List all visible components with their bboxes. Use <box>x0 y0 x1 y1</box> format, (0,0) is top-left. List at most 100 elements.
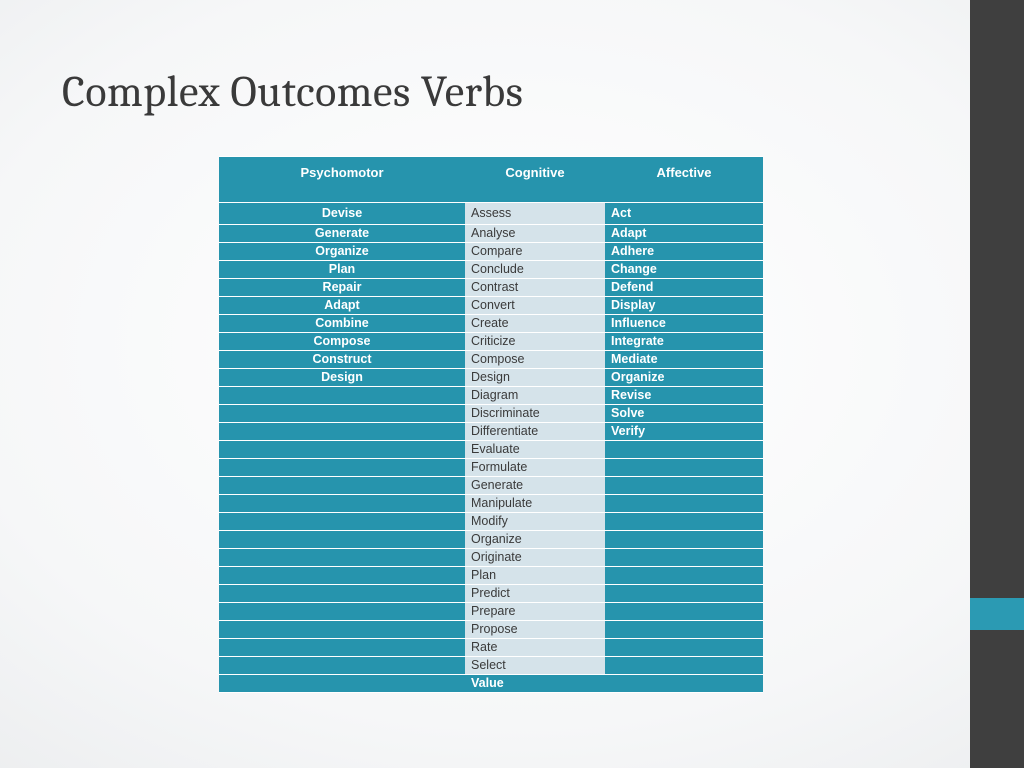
cell-cognitive: Organize <box>465 531 605 548</box>
table-header-row: Psychomotor Cognitive Affective <box>219 157 763 202</box>
cell-psychomotor: Construct <box>219 351 465 368</box>
cell-psychomotor <box>219 639 465 656</box>
cell-cognitive: Discriminate <box>465 405 605 422</box>
cell-cognitive: Differentiate <box>465 423 605 440</box>
cell-cognitive: Analyse <box>465 225 605 242</box>
table-row: DifferentiateVerify <box>219 423 763 440</box>
cell-psychomotor <box>219 531 465 548</box>
table-row: Propose <box>219 621 763 638</box>
cell-psychomotor: Repair <box>219 279 465 296</box>
cell-psychomotor: Design <box>219 369 465 386</box>
cell-cognitive: Compare <box>465 243 605 260</box>
header-cognitive: Cognitive <box>465 157 605 202</box>
cell-psychomotor: Organize <box>219 243 465 260</box>
cell-cognitive: Generate <box>465 477 605 494</box>
cell-affective: Change <box>605 261 763 278</box>
slide-title: Complex Outcomes Verbs <box>62 66 523 117</box>
cell-psychomotor <box>219 441 465 458</box>
cell-cognitive: Contrast <box>465 279 605 296</box>
cell-affective <box>605 513 763 530</box>
cell-affective: Adhere <box>605 243 763 260</box>
cell-psychomotor <box>219 387 465 404</box>
cell-cognitive: Select <box>465 657 605 674</box>
cell-psychomotor <box>219 585 465 602</box>
cell-cognitive: Value <box>465 675 605 692</box>
cell-affective: Defend <box>605 279 763 296</box>
cell-psychomotor <box>219 603 465 620</box>
cell-cognitive: Diagram <box>465 387 605 404</box>
header-psychomotor: Psychomotor <box>219 157 465 202</box>
cell-affective: Influence <box>605 315 763 332</box>
cell-affective <box>605 549 763 566</box>
cell-cognitive: Create <box>465 315 605 332</box>
verbs-table-container: Psychomotor Cognitive Affective DeviseAs… <box>219 156 763 693</box>
table-row: DiscriminateSolve <box>219 405 763 422</box>
cell-affective: Integrate <box>605 333 763 350</box>
table-row: Modify <box>219 513 763 530</box>
cell-cognitive: Originate <box>465 549 605 566</box>
cell-cognitive: Convert <box>465 297 605 314</box>
cell-affective <box>605 621 763 638</box>
cell-affective: Organize <box>605 369 763 386</box>
cell-psychomotor <box>219 657 465 674</box>
table-row: Organize <box>219 531 763 548</box>
table-body: DeviseAssessActGenerateAnalyseAdaptOrgan… <box>219 203 763 692</box>
table-row: DesignDesignOrganize <box>219 369 763 386</box>
table-row: GenerateAnalyseAdapt <box>219 225 763 242</box>
table-row: Generate <box>219 477 763 494</box>
table-row: Select <box>219 657 763 674</box>
table-row: Originate <box>219 549 763 566</box>
cell-affective: Mediate <box>605 351 763 368</box>
cell-psychomotor <box>219 495 465 512</box>
cell-psychomotor <box>219 513 465 530</box>
cell-affective <box>605 675 763 692</box>
cell-affective: Solve <box>605 405 763 422</box>
cell-psychomotor: Combine <box>219 315 465 332</box>
table-row: AdaptConvertDisplay <box>219 297 763 314</box>
cell-affective: Act <box>605 203 763 224</box>
cell-psychomotor <box>219 549 465 566</box>
cell-psychomotor <box>219 477 465 494</box>
cell-psychomotor <box>219 423 465 440</box>
cell-cognitive: Modify <box>465 513 605 530</box>
cell-psychomotor: Devise <box>219 203 465 224</box>
cell-affective <box>605 441 763 458</box>
cell-psychomotor: Compose <box>219 333 465 350</box>
cell-affective <box>605 639 763 656</box>
cell-cognitive: Criticize <box>465 333 605 350</box>
cell-affective: Verify <box>605 423 763 440</box>
table-row: Value <box>219 675 763 692</box>
cell-cognitive: Conclude <box>465 261 605 278</box>
cell-affective <box>605 603 763 620</box>
side-rail-accent <box>970 598 1024 630</box>
verbs-table: Psychomotor Cognitive Affective DeviseAs… <box>219 156 763 693</box>
cell-cognitive: Rate <box>465 639 605 656</box>
table-row: RepairContrastDefend <box>219 279 763 296</box>
cell-cognitive: Manipulate <box>465 495 605 512</box>
cell-affective <box>605 477 763 494</box>
table-row: Manipulate <box>219 495 763 512</box>
header-affective: Affective <box>605 157 763 202</box>
cell-psychomotor <box>219 621 465 638</box>
table-row: DiagramRevise <box>219 387 763 404</box>
table-row: Formulate <box>219 459 763 476</box>
table-row: OrganizeCompareAdhere <box>219 243 763 260</box>
cell-affective <box>605 585 763 602</box>
cell-psychomotor: Generate <box>219 225 465 242</box>
cell-affective <box>605 459 763 476</box>
cell-cognitive: Design <box>465 369 605 386</box>
cell-psychomotor: Adapt <box>219 297 465 314</box>
cell-affective <box>605 567 763 584</box>
table-row: Plan <box>219 567 763 584</box>
table-row: ConstructComposeMediate <box>219 351 763 368</box>
cell-cognitive: Compose <box>465 351 605 368</box>
table-row: Rate <box>219 639 763 656</box>
cell-affective: Display <box>605 297 763 314</box>
table-row: CombineCreateInfluence <box>219 315 763 332</box>
cell-cognitive: Prepare <box>465 603 605 620</box>
cell-affective <box>605 531 763 548</box>
side-rail <box>970 0 1024 768</box>
cell-cognitive: Evaluate <box>465 441 605 458</box>
cell-affective <box>605 495 763 512</box>
cell-affective: Revise <box>605 387 763 404</box>
